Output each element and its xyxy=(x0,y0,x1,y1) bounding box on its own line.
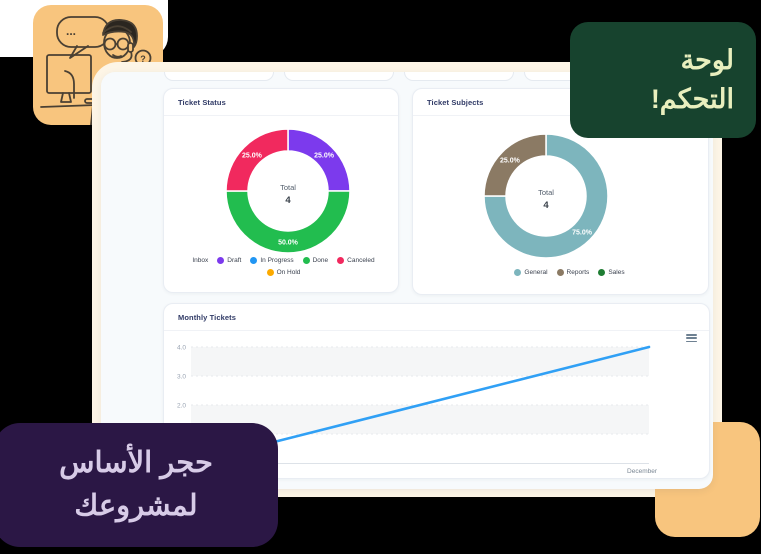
donut-slice-draft[interactable] xyxy=(287,128,351,192)
donut-slice-canceled[interactable] xyxy=(225,128,289,192)
smile xyxy=(112,54,122,58)
donut-data-label: 25.0% xyxy=(242,152,263,159)
divider xyxy=(164,330,709,331)
monitor-icon xyxy=(46,54,92,94)
stat-card-sliver-1 xyxy=(164,72,274,81)
legend-marker xyxy=(250,257,258,264)
stat-card-sliver-3 xyxy=(404,72,514,81)
legend-label: In Progress xyxy=(260,257,294,264)
legend-label: Reports xyxy=(566,269,590,276)
legend-label: Draft xyxy=(227,257,242,264)
legend-label: Done xyxy=(312,257,329,264)
legend-marker xyxy=(556,269,564,276)
dashboard-badge: لوحة التحكم! xyxy=(570,22,756,138)
legend-label: Inbox xyxy=(192,257,209,264)
donut-slice-done[interactable] xyxy=(225,190,351,254)
monitor-stand xyxy=(60,92,72,103)
legend-marker xyxy=(598,269,606,276)
headset-mic xyxy=(121,51,133,63)
ticket-status-legend: Inbox Draft In Progress Done Canceled On Hold xyxy=(171,257,396,276)
legend-label: On Hold xyxy=(276,269,301,276)
stat-card-sliver-2 xyxy=(284,72,394,81)
ticket-subjects-legend: General Reports Sales xyxy=(440,269,700,276)
legend-marker xyxy=(514,269,522,276)
legend-item-in-progress[interactable]: In Progress xyxy=(250,257,294,264)
y-axis-tick-label: 2.0 xyxy=(177,403,186,410)
grid-band xyxy=(191,347,649,376)
question-mark-text: ? xyxy=(140,54,146,64)
ticket-status-donut-chart: 25.0% 50.0% 25.0% xyxy=(225,128,351,254)
monthly-tickets-title: Monthly Tickets xyxy=(178,313,237,322)
legend-item-draft[interactable]: Draft xyxy=(217,257,241,264)
y-axis-tick-label: 4.0 xyxy=(177,345,186,352)
chart-menu-icon[interactable] xyxy=(686,334,697,344)
x-axis-label-december: December xyxy=(627,468,657,475)
legend-item-general[interactable]: General xyxy=(514,269,548,276)
donut-data-label: 25.0% xyxy=(314,152,335,159)
monitor-detail xyxy=(64,70,75,99)
legend-label: Sales xyxy=(608,269,625,276)
dashboard-window: Ticket Status 25.0% 50.0% 25.0% Total 4 In… xyxy=(101,72,713,489)
ticket-status-card: Ticket Status 25.0% 50.0% 25.0% Total 4 In… xyxy=(163,88,399,293)
bubble-dots-text: ... xyxy=(66,24,76,38)
legend-marker xyxy=(217,257,225,264)
foundation-badge: حجر الأساس لمشروعك xyxy=(0,423,278,547)
speech-bubble xyxy=(56,16,110,48)
foundation-badge-text: حجر الأساس لمشروعك xyxy=(59,446,213,523)
ticket-status-title: Ticket Status xyxy=(178,98,226,107)
dashboard-badge-text: لوحة التحكم! xyxy=(650,44,734,114)
donut-slice-general[interactable] xyxy=(483,133,609,259)
y-axis-tick-label: 3.0 xyxy=(177,374,186,381)
monthly-tickets-card: Monthly Tickets 4.0 3.0 2.0 December xyxy=(163,303,710,479)
legend-label: Canceled xyxy=(347,257,375,264)
headset-band xyxy=(102,25,132,34)
divider xyxy=(164,115,398,116)
donut-data-label: 25.0% xyxy=(500,157,521,164)
headset-earpiece xyxy=(127,42,134,53)
legend-item-sales[interactable]: Sales xyxy=(598,269,625,276)
legend-marker xyxy=(266,269,274,276)
legend-item-inbox[interactable]: Inbox xyxy=(192,257,208,264)
legend-item-canceled[interactable]: Canceled xyxy=(337,257,375,264)
legend-marker xyxy=(337,257,345,264)
legend-label: General xyxy=(524,269,548,276)
ticket-subjects-title: Ticket Subjects xyxy=(427,98,484,107)
donut-data-label: 75.0% xyxy=(572,230,593,237)
speech-bubble-tail xyxy=(69,45,89,59)
ticket-subjects-donut-chart: 75.0% 25.0% xyxy=(483,133,609,259)
donut-slice-reports[interactable] xyxy=(483,133,547,197)
divider xyxy=(413,115,708,116)
legend-marker xyxy=(302,257,310,264)
legend-item-done[interactable]: Done xyxy=(302,257,329,264)
donut-data-label: 50.0% xyxy=(278,240,299,247)
legend-item-reports[interactable]: Reports xyxy=(556,269,590,276)
legend-item-on-hold[interactable]: On Hold xyxy=(266,269,301,276)
